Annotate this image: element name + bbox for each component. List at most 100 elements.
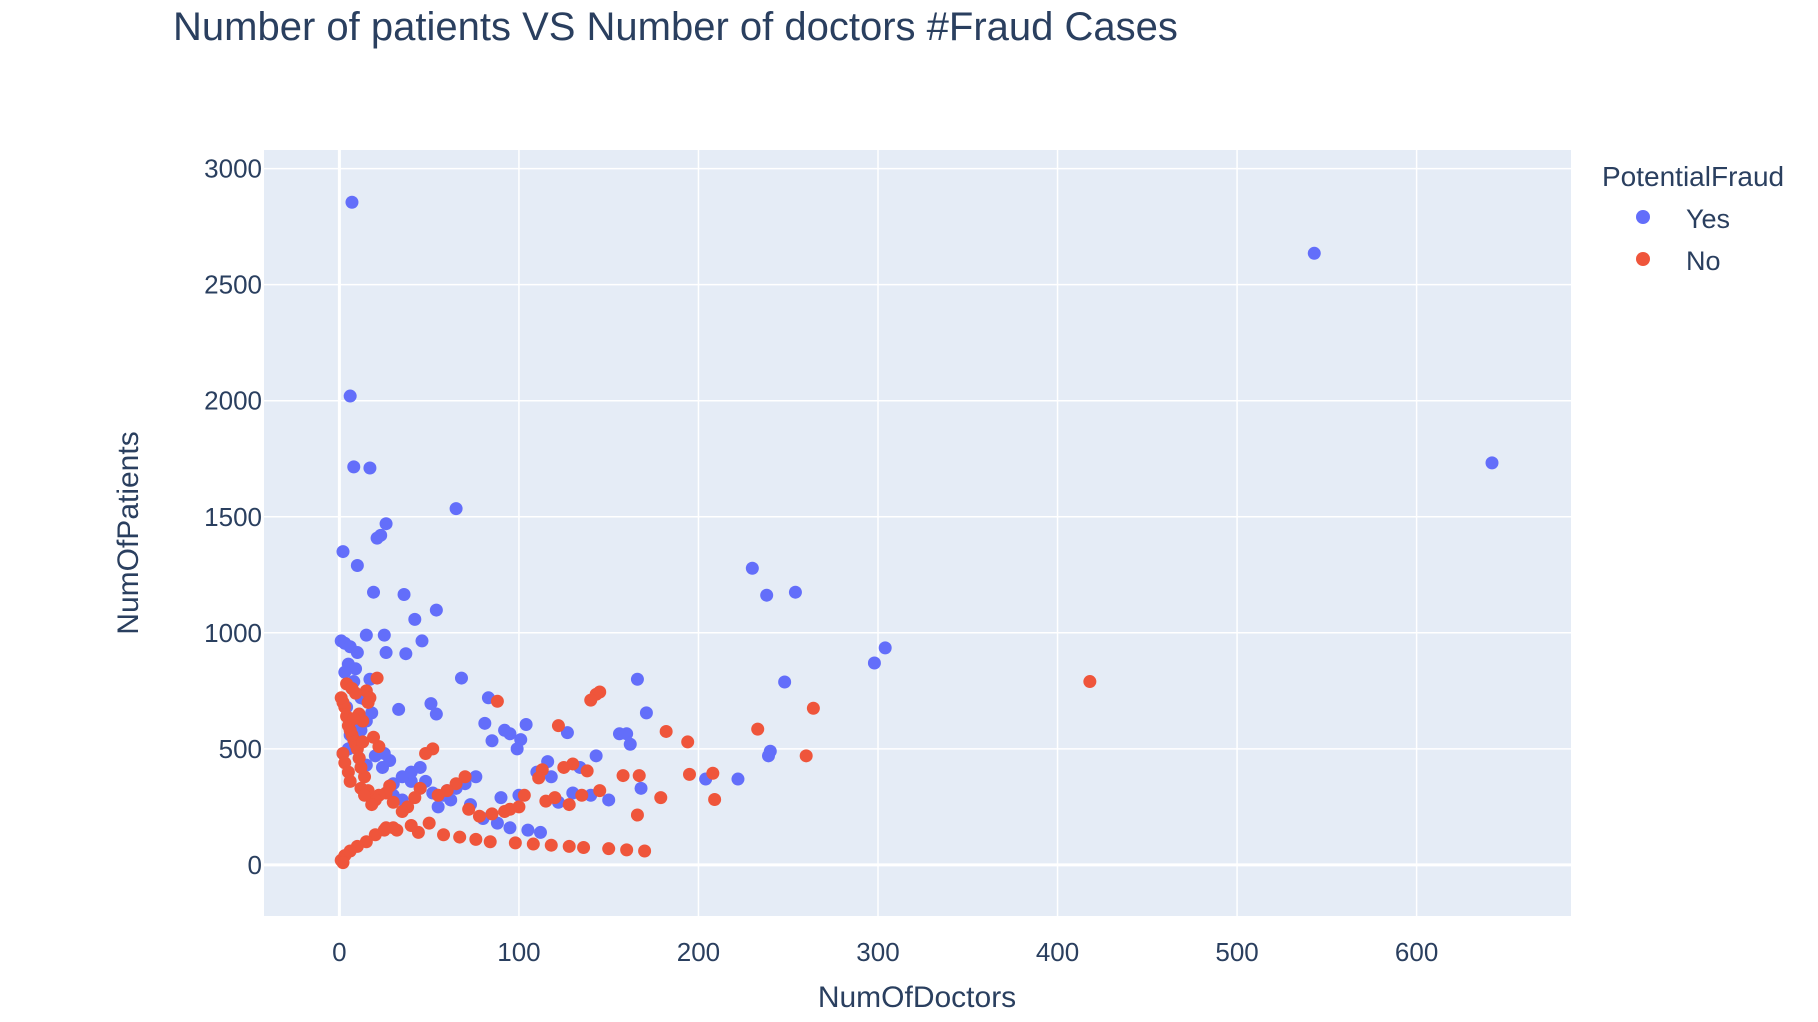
data-point-yes[interactable] xyxy=(521,823,535,837)
data-point-yes[interactable] xyxy=(413,760,427,774)
data-point-no[interactable] xyxy=(526,837,540,851)
data-point-yes[interactable] xyxy=(630,672,644,686)
data-point-yes[interactable] xyxy=(623,737,637,751)
data-point-no[interactable] xyxy=(462,802,476,816)
data-point-no[interactable] xyxy=(349,686,363,700)
data-point-no[interactable] xyxy=(368,828,382,842)
data-point-no[interactable] xyxy=(386,795,400,809)
data-point-yes[interactable] xyxy=(620,727,634,741)
data-point-yes[interactable] xyxy=(367,585,381,599)
data-point-no[interactable] xyxy=(449,777,463,791)
data-point-no[interactable] xyxy=(469,832,483,846)
data-point-yes[interactable] xyxy=(788,585,802,599)
data-point-yes[interactable] xyxy=(761,749,775,763)
data-point-yes[interactable] xyxy=(560,726,574,740)
data-point-yes[interactable] xyxy=(408,612,422,626)
data-point-yes[interactable] xyxy=(359,628,373,642)
data-point-no[interactable] xyxy=(361,695,375,709)
data-point-no[interactable] xyxy=(799,749,813,763)
data-point-no[interactable] xyxy=(508,836,522,850)
data-point-no[interactable] xyxy=(548,791,562,805)
data-point-yes[interactable] xyxy=(379,517,393,531)
data-point-yes[interactable] xyxy=(510,742,524,756)
data-point-yes[interactable] xyxy=(878,641,892,655)
data-point-no[interactable] xyxy=(593,784,607,798)
data-point-yes[interactable] xyxy=(589,749,603,763)
data-point-yes[interactable] xyxy=(415,634,429,648)
data-point-yes[interactable] xyxy=(503,727,517,741)
data-point-yes[interactable] xyxy=(350,558,364,572)
data-point-yes[interactable] xyxy=(485,734,499,748)
data-point-no[interactable] xyxy=(517,788,531,802)
data-point-no[interactable] xyxy=(806,701,820,715)
data-point-no[interactable] xyxy=(336,856,350,870)
data-point-yes[interactable] xyxy=(519,718,533,731)
data-point-no[interactable] xyxy=(1083,675,1097,689)
data-point-no[interactable] xyxy=(358,788,372,802)
data-point-no[interactable] xyxy=(408,791,422,805)
data-point-no[interactable] xyxy=(532,771,546,785)
data-point-yes[interactable] xyxy=(503,821,517,835)
data-point-yes[interactable] xyxy=(363,461,377,475)
data-point-no[interactable] xyxy=(458,770,472,784)
data-point-yes[interactable] xyxy=(602,793,616,807)
data-point-yes[interactable] xyxy=(454,671,468,685)
data-point-yes[interactable] xyxy=(544,770,558,784)
data-point-no[interactable] xyxy=(437,828,451,842)
data-point-no[interactable] xyxy=(706,766,720,780)
data-point-no[interactable] xyxy=(632,769,646,783)
data-point-yes[interactable] xyxy=(469,770,483,784)
data-point-yes[interactable] xyxy=(424,697,438,711)
data-point-no[interactable] xyxy=(602,842,616,856)
data-point-no[interactable] xyxy=(630,808,644,822)
data-point-no[interactable] xyxy=(659,724,673,738)
data-point-no[interactable] xyxy=(365,798,379,812)
plot-area[interactable] xyxy=(264,150,1571,916)
data-point-yes[interactable] xyxy=(1485,456,1499,470)
data-point-yes[interactable] xyxy=(760,588,774,602)
data-point-yes[interactable] xyxy=(867,656,881,670)
data-point-no[interactable] xyxy=(485,807,499,821)
data-point-no[interactable] xyxy=(638,844,652,858)
data-point-no[interactable] xyxy=(453,830,467,844)
data-point-no[interactable] xyxy=(562,839,576,853)
data-point-yes[interactable] xyxy=(449,502,463,516)
data-point-no[interactable] xyxy=(404,818,418,832)
data-point-no[interactable] xyxy=(419,747,433,761)
data-point-no[interactable] xyxy=(681,735,695,749)
data-point-yes[interactable] xyxy=(745,561,759,575)
data-point-no[interactable] xyxy=(370,671,384,685)
data-point-no[interactable] xyxy=(584,693,598,707)
data-point-no[interactable] xyxy=(575,788,589,802)
data-point-no[interactable] xyxy=(577,841,591,855)
data-point-yes[interactable] xyxy=(429,707,443,721)
data-point-yes[interactable] xyxy=(350,646,364,660)
data-point-yes[interactable] xyxy=(478,716,492,730)
data-point-no[interactable] xyxy=(343,774,357,788)
data-point-no[interactable] xyxy=(682,767,696,781)
data-point-yes[interactable] xyxy=(778,675,792,689)
data-point-yes[interactable] xyxy=(345,195,359,209)
data-point-yes[interactable] xyxy=(429,603,443,617)
data-point-yes[interactable] xyxy=(399,647,413,661)
data-point-no[interactable] xyxy=(708,792,722,806)
data-point-yes[interactable] xyxy=(1307,246,1321,260)
legend-item-no[interactable]: No xyxy=(1636,246,1721,276)
data-point-no[interactable] xyxy=(334,691,348,705)
data-point-no[interactable] xyxy=(431,788,445,802)
data-point-no[interactable] xyxy=(616,769,630,783)
data-point-no[interactable] xyxy=(422,816,436,830)
data-point-no[interactable] xyxy=(551,719,565,733)
data-point-no[interactable] xyxy=(557,760,571,774)
data-point-yes[interactable] xyxy=(397,588,411,602)
data-point-no[interactable] xyxy=(544,838,558,852)
data-point-no[interactable] xyxy=(395,805,409,819)
data-point-yes[interactable] xyxy=(392,702,406,716)
data-point-yes[interactable] xyxy=(634,781,648,795)
data-point-yes[interactable] xyxy=(639,706,653,720)
data-point-no[interactable] xyxy=(498,805,512,819)
data-point-no[interactable] xyxy=(580,764,594,778)
data-point-no[interactable] xyxy=(490,694,504,708)
data-point-no[interactable] xyxy=(620,843,634,857)
data-point-yes[interactable] xyxy=(494,791,508,805)
